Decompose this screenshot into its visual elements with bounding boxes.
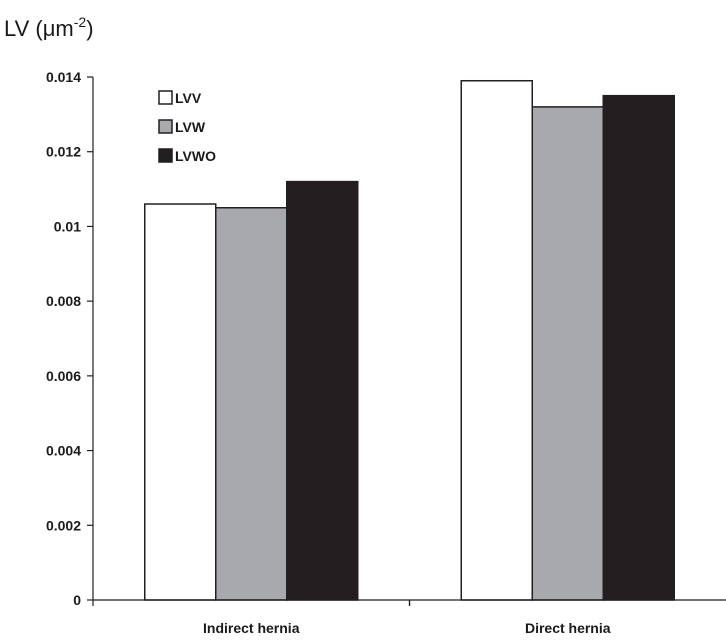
x-category-label: Indirect hernia xyxy=(203,620,300,636)
legend-swatch-lvv xyxy=(158,90,173,105)
legend-label-lvw: LVW xyxy=(175,119,206,135)
bar-lvwo xyxy=(286,180,359,601)
legend-label-lvwo: LVWO xyxy=(175,148,216,164)
y-tick-label: 0.01 xyxy=(54,218,81,234)
bar-lvw xyxy=(215,207,288,601)
legend-swatch-lvwo xyxy=(158,148,173,163)
legend-item-lvwo: LVWO xyxy=(158,148,216,164)
y-axis-title-suffix: ) xyxy=(86,16,93,41)
y-tick-label: 0.014 xyxy=(46,69,81,85)
legend: LVV LVW LVWO xyxy=(158,90,216,164)
y-tick-label: 0.004 xyxy=(46,443,81,459)
legend-item-lvw: LVW xyxy=(158,119,206,135)
bar-lvv xyxy=(144,203,217,601)
bar-lvwo xyxy=(602,94,675,601)
y-axis: 0 0.002 0.004 0.006 0.008 0.01 0.012 0.014 xyxy=(46,69,94,608)
y-axis-title: LV (μm-2) xyxy=(4,14,94,41)
y-axis-title-prefix: LV ( xyxy=(4,16,43,41)
y-tick-label: 0.012 xyxy=(46,144,81,160)
y-tick-label: 0.006 xyxy=(46,368,81,384)
legend-item-lvv: LVV xyxy=(158,90,202,106)
bar-lvv xyxy=(460,79,533,601)
bar-lvw xyxy=(531,106,604,601)
y-axis-title-exponent: -2 xyxy=(74,14,87,30)
y-tick-label: 0.008 xyxy=(46,293,81,309)
y-axis-title-unit: μm xyxy=(43,16,74,41)
x-category-label: Direct hernia xyxy=(525,620,611,636)
bars xyxy=(144,79,675,601)
legend-swatch-lvw xyxy=(158,119,173,134)
y-tick-label: 0.002 xyxy=(46,517,81,533)
x-axis: Indirect hernia Direct hernia xyxy=(92,599,726,636)
y-tick-label: 0 xyxy=(73,592,81,608)
legend-label-lvv: LVV xyxy=(175,90,202,106)
